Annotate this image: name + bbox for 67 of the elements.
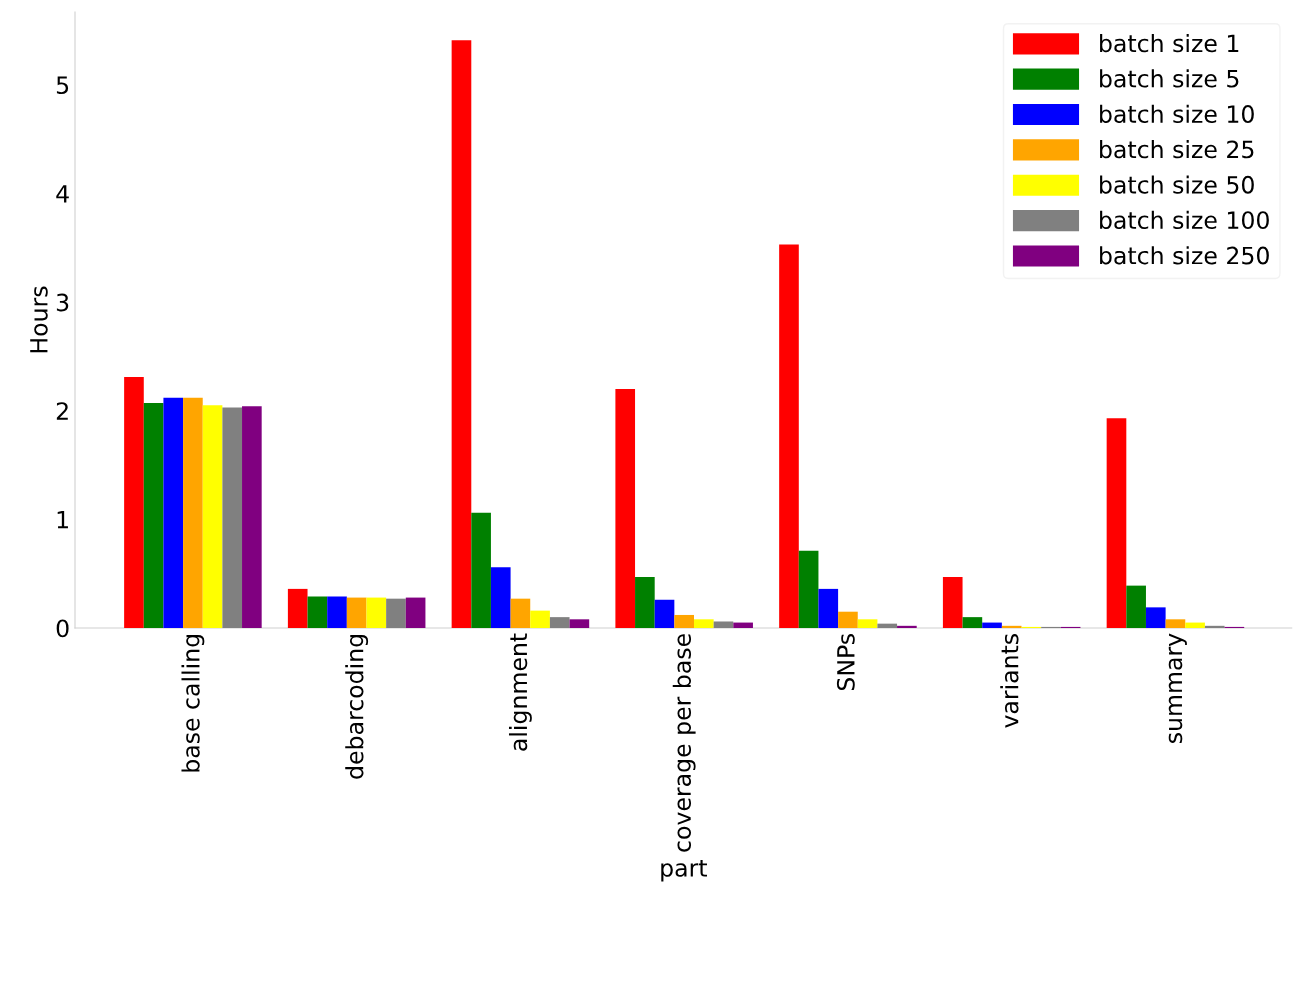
x-tick-label: alignment: [508, 633, 532, 751]
y-tick-label: 1: [57, 511, 68, 529]
x-tick-label: base calling: [181, 635, 205, 772]
bar: [163, 397, 184, 628]
bar: [510, 598, 531, 628]
x-tick-label: summary: [1168, 633, 1187, 743]
bar: [143, 403, 164, 628]
bar: [779, 244, 799, 628]
bar: [451, 40, 472, 628]
bar: [733, 622, 753, 628]
bar: [838, 611, 858, 628]
y-axis-title: Hours: [30, 286, 48, 353]
bar: [405, 597, 426, 628]
bar: [982, 622, 1002, 628]
x-tick-label: variants: [1000, 634, 1019, 728]
y-tick-label: 5: [56, 76, 69, 95]
bar: [1165, 619, 1186, 628]
bar: [569, 619, 590, 628]
bar: [549, 617, 570, 628]
bar: [202, 405, 223, 628]
bar: [877, 623, 898, 628]
bar: [942, 576, 963, 628]
legend-label: batch size 5: [1100, 69, 1239, 88]
x-tick-label: debarcoding: [345, 635, 369, 779]
legend-label: batch size 50: [1100, 175, 1254, 194]
bar: [287, 588, 308, 628]
bar: [242, 406, 262, 628]
bar: [1145, 607, 1166, 628]
bar: [346, 597, 367, 628]
legend-label: batch size 100: [1100, 210, 1269, 230]
bar: [366, 597, 387, 628]
bar: [1106, 418, 1127, 628]
bar: [222, 407, 243, 628]
bar: [654, 599, 675, 628]
bar: [694, 619, 714, 628]
bar: [857, 619, 878, 628]
x-axis-title: part: [661, 859, 707, 882]
bar: [615, 388, 636, 628]
bar: [530, 610, 550, 628]
bar: [818, 588, 839, 628]
bar: [307, 596, 328, 628]
legend-label: batch size 1: [1100, 33, 1239, 53]
y-tick-label: 2: [56, 402, 68, 420]
bar: [327, 596, 347, 628]
bar: [713, 621, 734, 628]
bar: [798, 550, 819, 628]
bar: [490, 567, 511, 628]
bar: [962, 617, 983, 628]
bar: [635, 576, 655, 628]
y-tick-label: 0: [56, 619, 69, 638]
bar: [1126, 585, 1146, 628]
x-tick-label: coverage per base: [672, 634, 696, 852]
y-tick-label: 3: [56, 293, 69, 312]
bar: [1204, 625, 1225, 628]
bar: [386, 598, 406, 628]
bar: [897, 625, 917, 628]
bar: [1185, 622, 1205, 628]
legend-label: batch size 10: [1100, 104, 1254, 123]
bar: [1001, 625, 1022, 628]
bar: [471, 512, 491, 628]
y-tick-label: 4: [56, 185, 69, 203]
bar: [674, 614, 694, 628]
legend-label: batch size 250: [1100, 246, 1269, 265]
legend-label: batch size 25: [1100, 140, 1254, 159]
bar: [124, 377, 144, 628]
x-tick-label: SNPs: [836, 634, 855, 691]
bar: [183, 397, 203, 628]
